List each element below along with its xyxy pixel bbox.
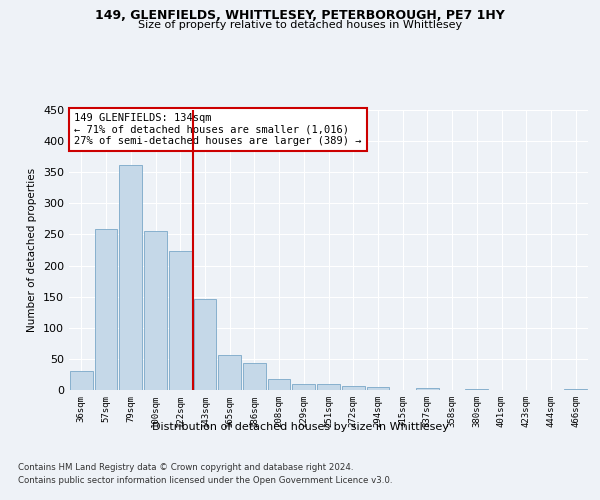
Bar bbox=[95, 230, 118, 390]
Bar bbox=[317, 384, 340, 390]
Bar bbox=[243, 362, 266, 390]
Bar bbox=[466, 389, 488, 390]
Text: Distribution of detached houses by size in Whittlesey: Distribution of detached houses by size … bbox=[152, 422, 448, 432]
Y-axis label: Number of detached properties: Number of detached properties bbox=[28, 168, 37, 332]
Bar bbox=[268, 379, 290, 390]
Bar bbox=[416, 388, 439, 390]
Text: 149 GLENFIELDS: 134sqm
← 71% of detached houses are smaller (1,016)
27% of semi-: 149 GLENFIELDS: 134sqm ← 71% of detached… bbox=[74, 113, 362, 146]
Bar bbox=[144, 232, 167, 390]
Bar bbox=[194, 298, 216, 390]
Text: 149, GLENFIELDS, WHITTLESEY, PETERBOROUGH, PE7 1HY: 149, GLENFIELDS, WHITTLESEY, PETERBOROUG… bbox=[95, 9, 505, 22]
Bar bbox=[342, 386, 365, 390]
Bar bbox=[218, 355, 241, 390]
Bar bbox=[70, 372, 93, 390]
Text: Contains public sector information licensed under the Open Government Licence v3: Contains public sector information licen… bbox=[18, 476, 392, 485]
Bar bbox=[119, 165, 142, 390]
Bar bbox=[169, 250, 191, 390]
Text: Size of property relative to detached houses in Whittlesey: Size of property relative to detached ho… bbox=[138, 20, 462, 30]
Bar bbox=[367, 387, 389, 390]
Text: Contains HM Land Registry data © Crown copyright and database right 2024.: Contains HM Land Registry data © Crown c… bbox=[18, 462, 353, 471]
Bar bbox=[292, 384, 315, 390]
